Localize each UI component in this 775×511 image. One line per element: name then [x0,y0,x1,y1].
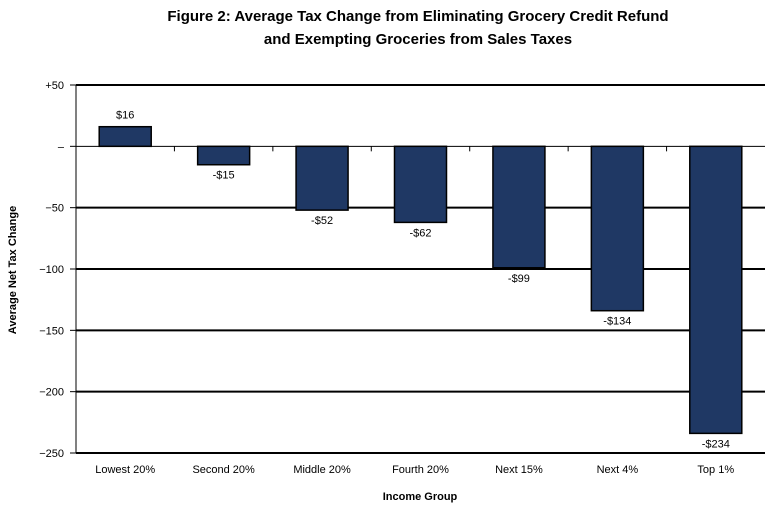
data-label: -$99 [508,273,530,285]
y-tick-label: −250 [39,448,64,460]
x-tick-label: Top 1% [697,464,734,476]
data-label: -$52 [311,215,333,227]
y-tick-label: −50 [45,203,64,215]
x-tick-label: Next 15% [495,464,543,476]
data-label: -$62 [409,227,431,239]
data-label: -$234 [702,438,730,450]
x-tick-label: Second 20% [192,464,255,476]
x-tick-label: Middle 20% [293,464,351,476]
x-axis-label: Income Group [383,491,458,503]
bar [590,145,645,312]
x-tick-label: Next 4% [597,464,639,476]
bar [689,145,743,435]
y-tick-label: −100 [39,264,64,276]
bar [393,145,448,224]
y-tick-label: −150 [39,325,64,337]
bar [98,125,152,148]
x-tick-label: Lowest 20% [95,464,155,476]
data-label: $16 [116,110,134,122]
data-label: -$15 [213,170,235,182]
bar [196,145,251,166]
chart-title-line-1: Figure 2: Average Tax Change from Elimin… [167,8,668,25]
y-tick-label: – [58,141,65,153]
data-label: -$134 [603,316,631,328]
bar [295,145,349,211]
y-tick-label: +50 [45,80,64,92]
chart-title-line-2: and Exempting Groceries from Sales Taxes [264,31,572,48]
y-tick-label: −200 [39,387,64,399]
x-tick-label: Fourth 20% [392,464,449,476]
bar [492,145,546,269]
y-axis-label: Average Net Tax Change [7,206,19,334]
